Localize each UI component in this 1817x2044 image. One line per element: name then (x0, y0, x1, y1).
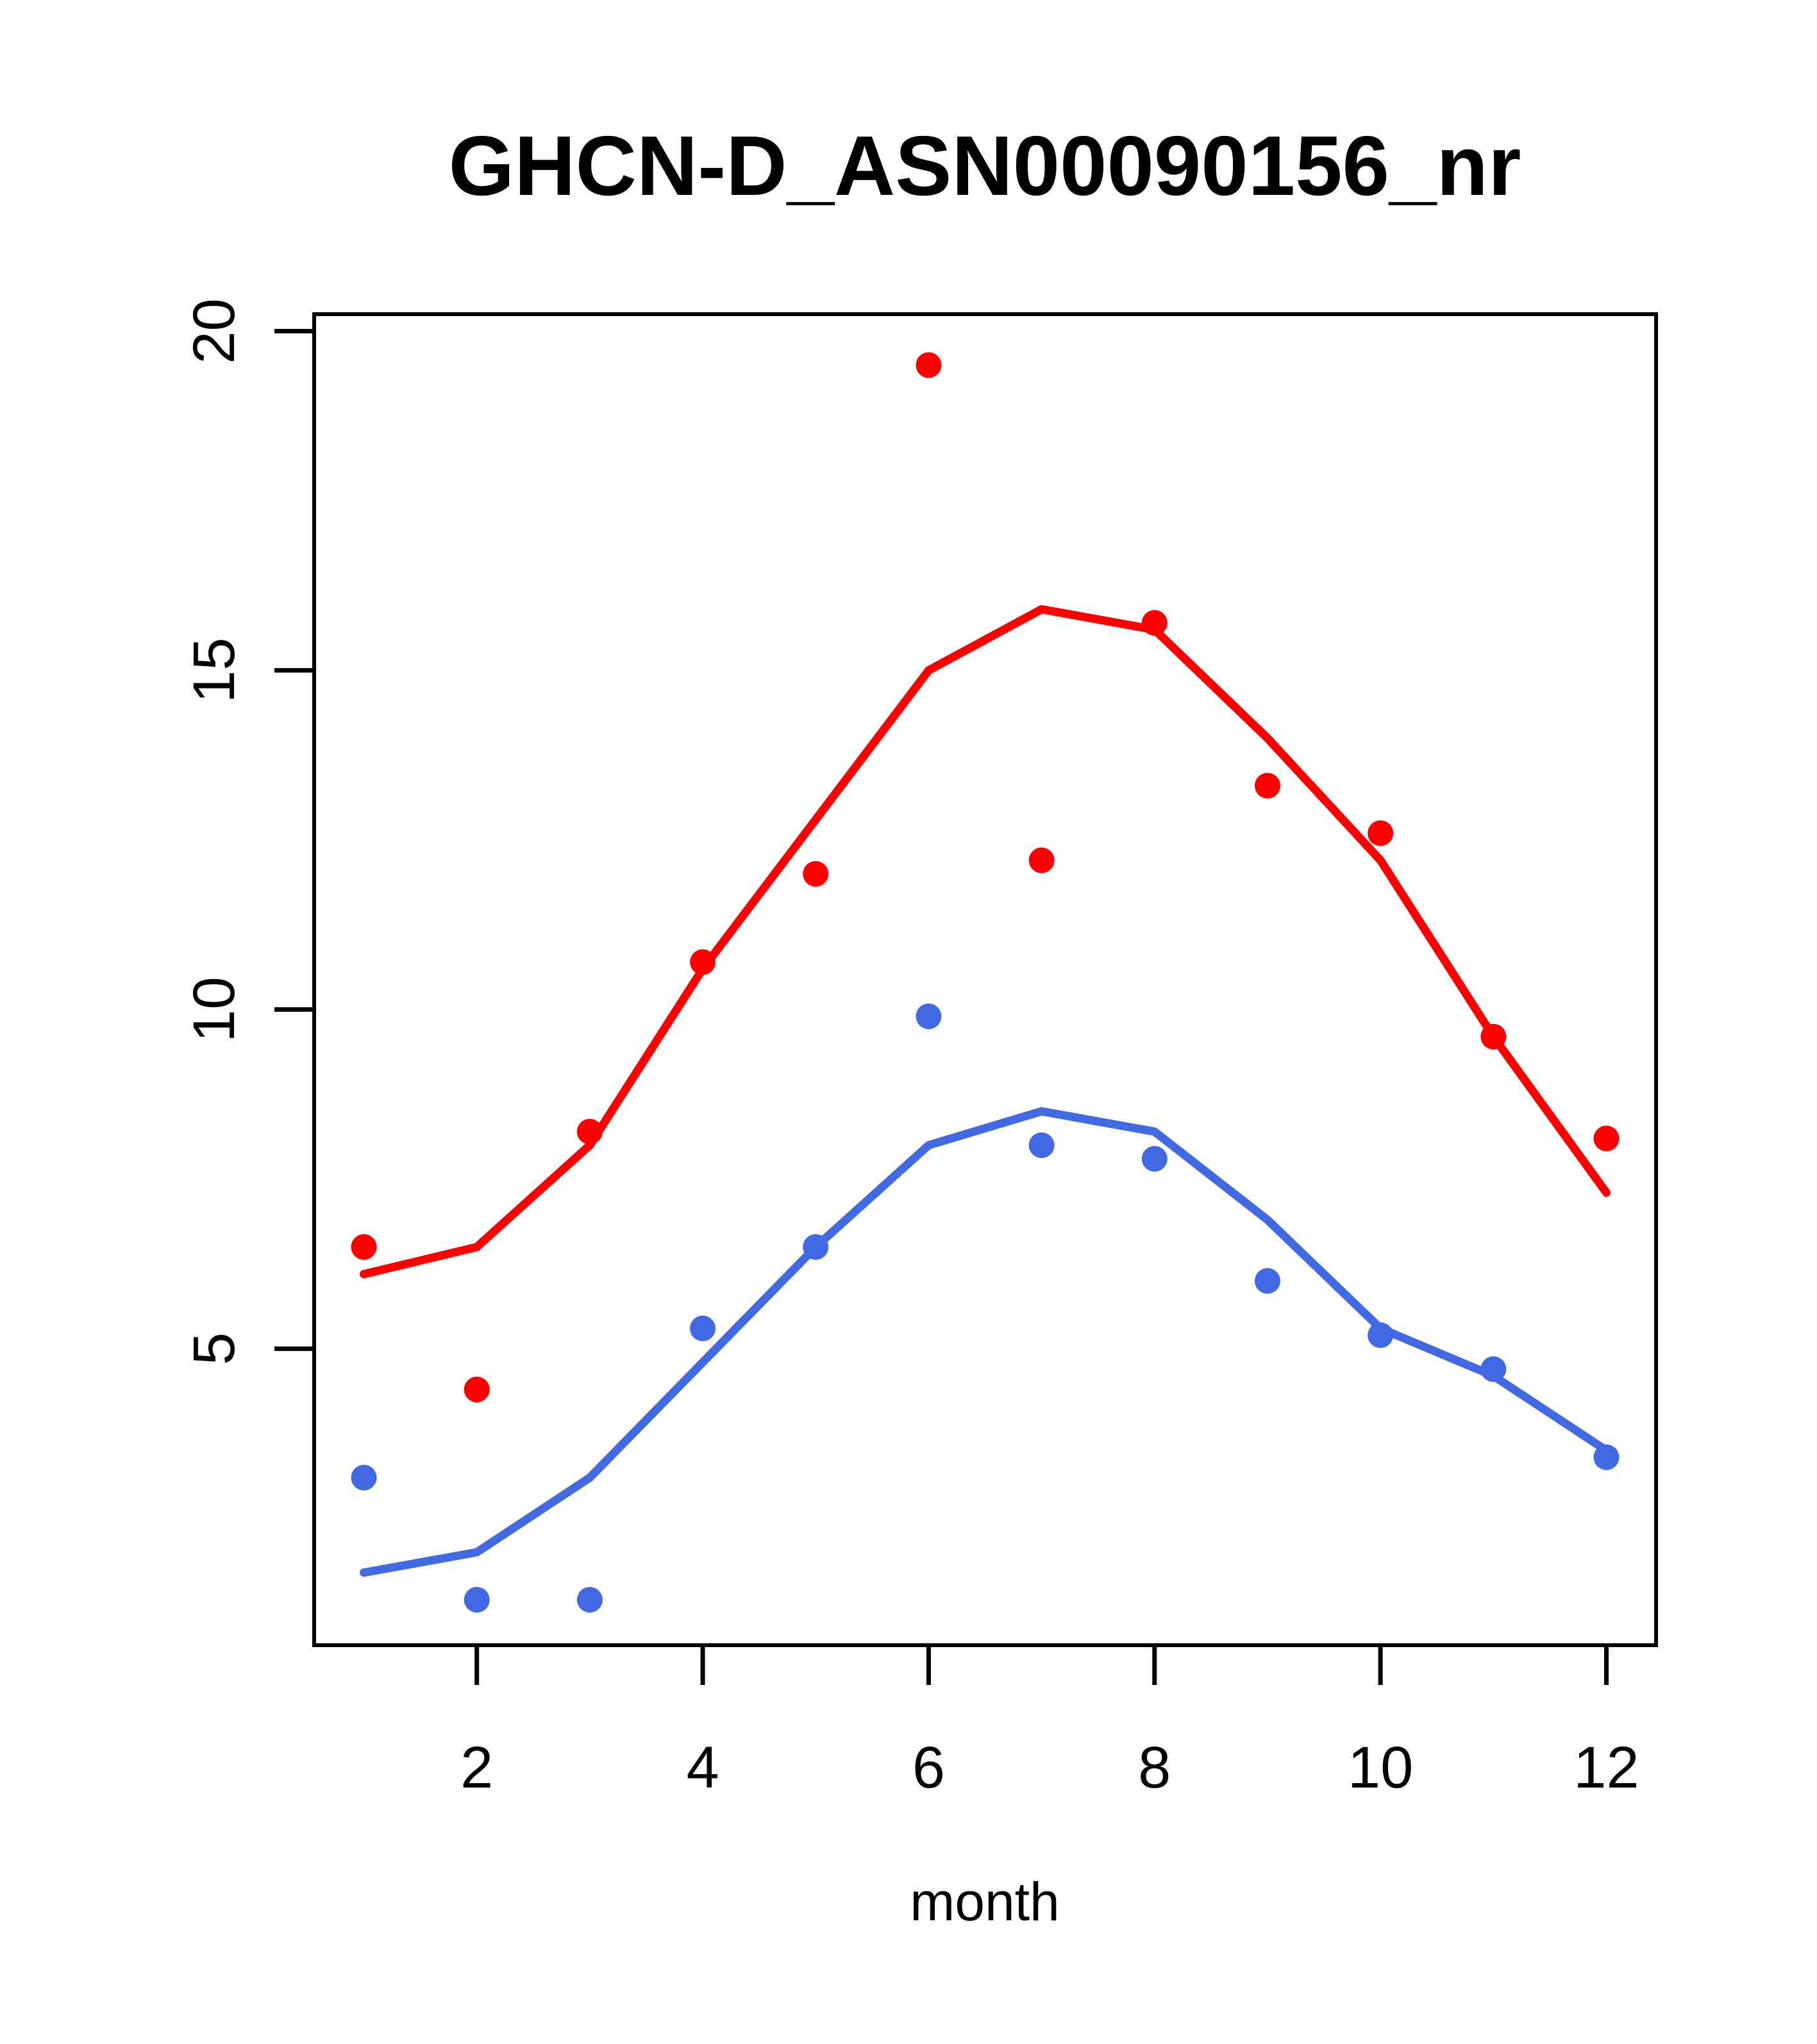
x-tick-label: 10 (1348, 1735, 1413, 1800)
series-red-points-m11 (1480, 1023, 1507, 1050)
series-red-points-m4 (690, 949, 716, 975)
series-blue-points-m4 (690, 1315, 716, 1341)
y-tick-label: 20 (181, 298, 247, 364)
series-blue-points-m10 (1368, 1322, 1394, 1348)
series-red-points-m9 (1254, 773, 1280, 799)
y-tick-label: 5 (181, 1332, 247, 1365)
series-red-points-m6 (916, 352, 942, 378)
x-tick-label: 2 (460, 1735, 493, 1800)
series-blue-points-m8 (1141, 1146, 1168, 1172)
series-red-trend (360, 605, 1611, 1278)
series-blue-points-m9 (1254, 1268, 1280, 1294)
series-blue-points-m11 (1480, 1356, 1507, 1382)
series-blue-points-m3 (576, 1587, 603, 1613)
series-blue-points-m12 (1593, 1444, 1620, 1470)
series-red-points-m12 (1593, 1125, 1620, 1152)
series-red-points-m3 (576, 1119, 603, 1145)
y-tick-label: 10 (181, 976, 247, 1042)
series-red-points-m2 (464, 1377, 490, 1403)
x-axis-label: month (910, 1872, 1060, 1932)
series-blue-points-m6 (916, 1003, 942, 1030)
series-red-points-m5 (803, 860, 829, 887)
series-red-points-m7 (1028, 847, 1055, 873)
series-blue-points-m2 (464, 1587, 490, 1613)
series-blue-points-m5 (803, 1234, 829, 1260)
y-tick-label: 15 (181, 637, 247, 703)
chart-title: GHCN-D_ASN00090156_nr (448, 119, 1521, 213)
series-red-points-m8 (1141, 610, 1168, 636)
series-blue-points-m7 (1028, 1132, 1055, 1159)
x-tick-label: 8 (1138, 1735, 1171, 1800)
series-red-points-m10 (1368, 820, 1394, 846)
series-red-points-m1 (351, 1234, 377, 1260)
series-blue-points-m1 (351, 1464, 377, 1491)
plot-frame (312, 312, 1658, 1647)
x-tick-label: 4 (686, 1735, 719, 1800)
series-blue-trend (360, 1107, 1611, 1577)
x-tick-label: 12 (1573, 1735, 1639, 1800)
x-tick-label: 6 (912, 1735, 945, 1800)
